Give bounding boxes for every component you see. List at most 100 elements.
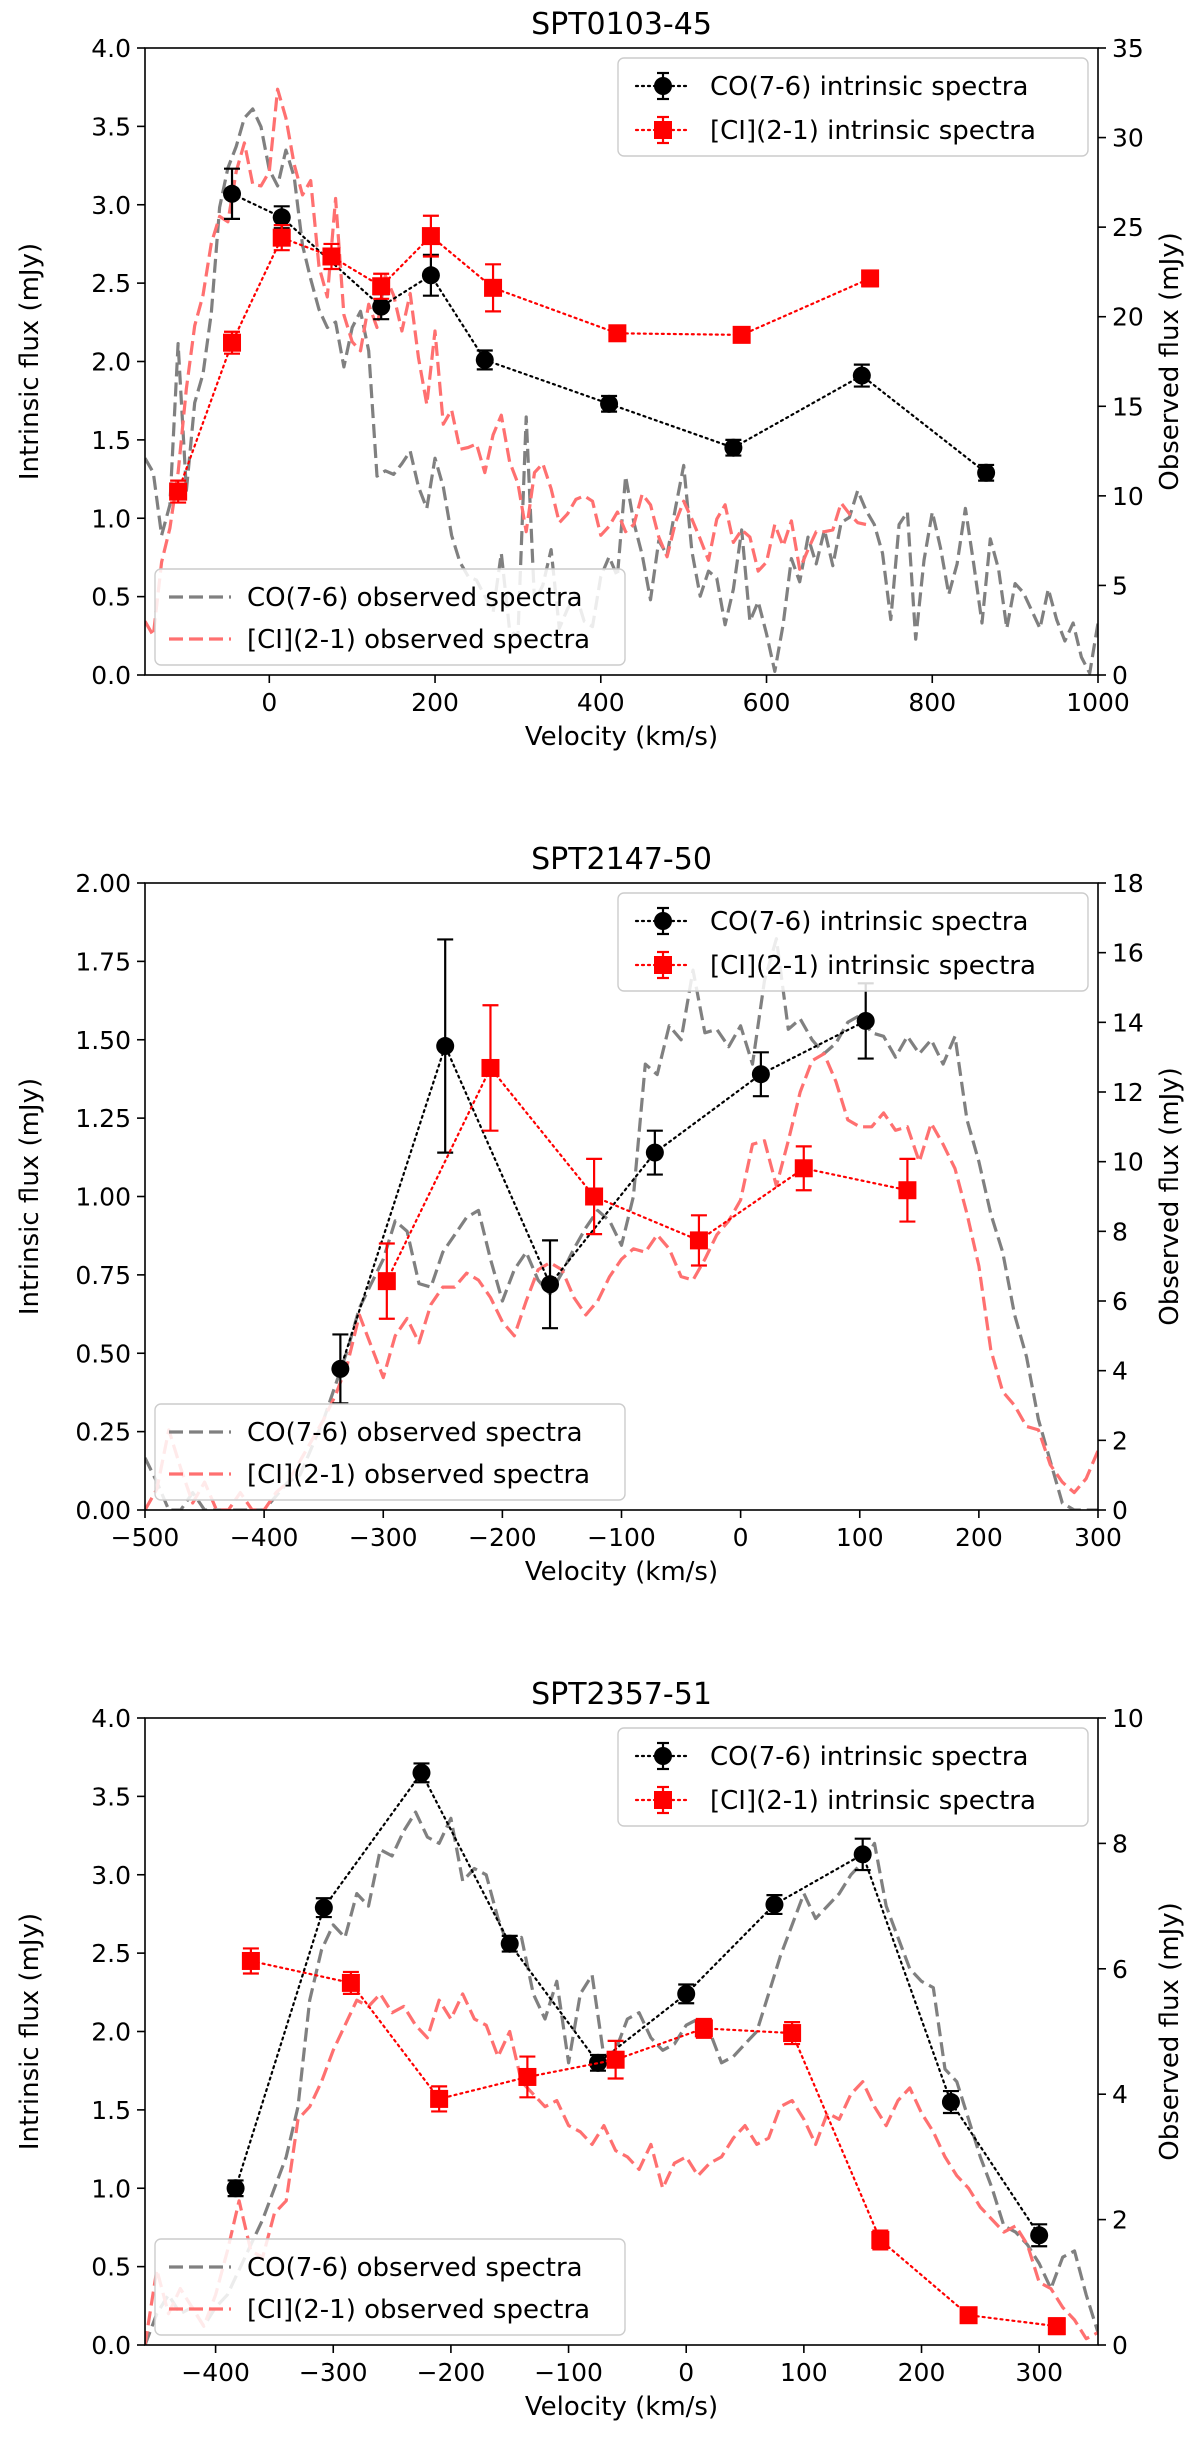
chart-panel-2: SPT2147-50−500 −400 −300 −200 −100 0 100 200 300…	[15, 842, 1185, 1587]
legend-marker	[654, 1747, 672, 1765]
observed-series-line-2	[145, 1992, 1098, 2345]
data-point	[481, 1058, 500, 1077]
data-point	[732, 325, 751, 344]
y2-tick-label: 20	[1112, 303, 1144, 332]
data-point	[436, 1037, 455, 1056]
y-axis-left: 0.00 0.25 0.50 0.75 1.00 1.25 1.50 1.75 2.00 Intr…	[15, 869, 145, 1525]
legend-label: [CI](2-1) observed spectra	[247, 1460, 590, 1490]
y-axis-right: 0 5 10 15 20 25 30 35 Observed flux (mJy)	[1098, 34, 1185, 690]
data-point	[372, 297, 391, 316]
y-tick-label: 1.25	[75, 1104, 131, 1133]
x-tick-label: 600	[743, 688, 791, 717]
data-point	[541, 1275, 560, 1294]
legend-label: CO(7-6) observed spectra	[247, 1418, 583, 1448]
y-tick-label: 0.75	[75, 1261, 131, 1290]
y2-tick-label: 25	[1112, 213, 1144, 242]
y-tick-label: 0.00	[75, 1496, 131, 1525]
y-axis-right: 0 2 4 6 8 10 12 14 16 18 Observed flux (mJy)	[1098, 869, 1185, 1525]
legend-item: [CI](2-1) intrinsic spectra	[634, 950, 1036, 981]
y-tick-label: 1.00	[75, 1183, 131, 1212]
data-point	[783, 2024, 802, 2043]
legend-intrinsic: CO(7-6) intrinsic spectra [CI](2-1) intri…	[617, 1727, 1089, 1827]
legend-item: CO(7-6) observed spectra	[169, 583, 583, 613]
y2-tick-label: 8	[1112, 1829, 1128, 1858]
data-point	[421, 227, 440, 246]
data-point	[484, 278, 503, 297]
observed-series-line-1	[145, 1810, 1098, 2345]
y2-axis-label: Observed flux (mJy)	[1155, 232, 1185, 491]
y2-tick-label: 5	[1112, 571, 1128, 600]
y-tick-label: 2.5	[91, 1939, 131, 1968]
y-axis-left: 0.0 0.5 1.0 1.5 2.0 2.5 3.0 3.5 4.0 Intrinsic flu…	[15, 1704, 145, 2360]
y-tick-label: 4.0	[91, 1704, 131, 1733]
legend-box	[617, 892, 1089, 992]
legend-label: [CI](2-1) observed spectra	[247, 2295, 590, 2325]
y-tick-label: 1.0	[91, 2174, 131, 2203]
legend-observed: CO(7-6) observed spectra [CI](2-1) observ…	[154, 1403, 626, 1501]
y-tick-label: 3.5	[91, 1782, 131, 1811]
y2-axis-label: Observed flux (mJy)	[1155, 1902, 1185, 2161]
intrinsic-series-line-2	[385, 1065, 909, 1283]
legend-observed: CO(7-6) observed spectra [CI](2-1) observ…	[154, 2238, 626, 2336]
x-axis: −500 −400 −300 −200 −100 0 100 200 300 Velocity (…	[111, 1510, 1122, 1587]
legend-intrinsic: CO(7-6) intrinsic spectra [CI](2-1) intri…	[617, 57, 1089, 157]
y2-tick-label: 6	[1112, 1287, 1128, 1316]
data-point	[765, 1895, 784, 1914]
x-tick-label: 0	[678, 2358, 694, 2387]
data-point	[606, 2050, 625, 2069]
data-point	[861, 269, 880, 288]
legend-item: [CI](2-1) intrinsic spectra	[634, 115, 1036, 146]
y-tick-label: 0.0	[91, 661, 131, 690]
observed-series-line-2	[145, 87, 867, 638]
legend-label: [CI](2-1) intrinsic spectra	[710, 951, 1036, 981]
y2-tick-label: 2	[1112, 1426, 1128, 1455]
data-point	[751, 1065, 770, 1084]
data-point	[1030, 2226, 1049, 2245]
data-point	[500, 1934, 519, 1953]
y-axis-label: Intrinsic flux (mJy)	[15, 1913, 45, 2150]
legend-box	[617, 57, 1089, 157]
legend-label: [CI](2-1) intrinsic spectra	[710, 116, 1036, 146]
legend-item: [CI](2-1) intrinsic spectra	[634, 1785, 1036, 1816]
data-point	[226, 2179, 245, 2198]
data-point	[585, 1187, 604, 1206]
legend-item: CO(7-6) intrinsic spectra	[634, 71, 1028, 102]
y2-tick-label: 35	[1112, 34, 1144, 63]
legend-label: [CI](2-1) intrinsic spectra	[710, 1786, 1036, 1816]
data-point	[852, 366, 871, 385]
y-tick-label: 0.50	[75, 1339, 131, 1368]
y2-tick-label: 14	[1112, 1008, 1144, 1037]
y-tick-label: 3.5	[91, 112, 131, 141]
y-tick-label: 0.0	[91, 2331, 131, 2360]
y-axis-label: Intrinsic flux (mJy)	[15, 243, 45, 480]
chart-panel-3: SPT2357-51−400 −300 −200 −100 0 100 200 300Velo…	[15, 1677, 1185, 2422]
legend-marker	[654, 121, 672, 139]
x-tick-label: −100	[587, 1523, 656, 1552]
x-tick-label: −400	[181, 2358, 250, 2387]
x-tick-label: −200	[417, 2358, 486, 2387]
y2-tick-label: 12	[1112, 1078, 1144, 1107]
data-point	[341, 1973, 360, 1992]
y-tick-label: 2.0	[91, 2018, 131, 2047]
data-point	[377, 1272, 396, 1291]
x-tick-label: −300	[349, 1523, 418, 1552]
x-tick-label: 300	[1015, 2358, 1063, 2387]
data-point	[421, 266, 440, 285]
intrinsic-spectra	[331, 938, 917, 1405]
data-point	[856, 1011, 875, 1030]
legend-label: CO(7-6) observed spectra	[247, 583, 583, 613]
x-tick-label: 0	[261, 688, 277, 717]
legend-box	[154, 568, 626, 666]
legend-label: CO(7-6) intrinsic spectra	[710, 907, 1028, 937]
y-axis-label: Intrinsic flux (mJy)	[15, 1078, 45, 1315]
data-point	[724, 438, 743, 457]
observed-spectra	[145, 87, 1098, 675]
data-point	[941, 2093, 960, 2112]
y-tick-label: 2.00	[75, 869, 131, 898]
y2-tick-label: 2	[1112, 2206, 1128, 2235]
data-point	[794, 1159, 813, 1178]
observed-series-line-1	[145, 107, 1098, 675]
legend-marker	[654, 77, 672, 95]
y-tick-label: 3.0	[91, 1861, 131, 1890]
chart-title: SPT2357-51	[531, 1677, 712, 1712]
